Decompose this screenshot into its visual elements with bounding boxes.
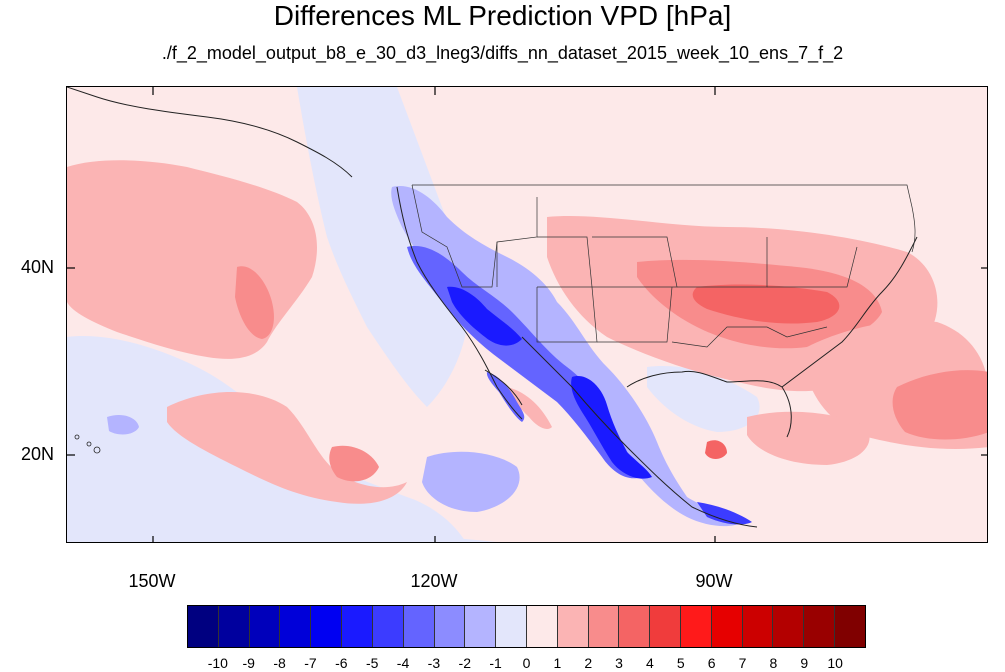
pink-region-caribbean — [747, 411, 870, 465]
blue-region-central-america — [697, 502, 752, 525]
lon-label-150w: 150W — [128, 571, 176, 591]
colorbar-swatch — [650, 606, 681, 647]
hawaii-islands — [74, 434, 101, 454]
colorbar-tick-label: -7 — [304, 655, 317, 671]
colorbar-tick-label: -9 — [242, 655, 255, 671]
colorbar-swatch — [742, 606, 774, 647]
colorbar-swatch — [249, 606, 281, 647]
blue-region-core-mexico — [571, 376, 652, 479]
colorbar-tick-label: 3 — [615, 655, 623, 671]
colorbar-swatch — [681, 606, 712, 647]
lat-label-40n: 40N — [20, 257, 54, 277]
red-spot-yucatan — [705, 440, 727, 459]
colorbar-swatch — [588, 606, 620, 647]
colorbar-tick-label: -8 — [273, 655, 286, 671]
colorbar-swatch — [403, 606, 435, 647]
colorbar-swatch — [557, 606, 589, 647]
light-blue-region-gulf — [647, 366, 760, 432]
colorbar-swatch — [711, 606, 743, 647]
colorbar-swatch — [218, 606, 250, 647]
lat-label-20n: 20N — [20, 444, 54, 464]
colorbar-tick-label: 8 — [769, 655, 778, 671]
colorbar-tick-label: -5 — [365, 655, 379, 671]
light-blue-region-nw — [297, 87, 467, 407]
map-subtitle: ./f_2_model_output_b8_e_30_d3_lneg3/diff… — [161, 43, 844, 63]
colorbar-tick-label: 4 — [646, 655, 654, 671]
colorbar-tick-label: 2 — [584, 655, 593, 671]
pink-region-subtropical — [167, 392, 407, 504]
blue-region-ocean-south — [422, 451, 520, 512]
colorbar-tick-label: -1 — [489, 655, 502, 671]
map-title: Differences ML Prediction VPD [hPa] — [273, 0, 732, 31]
lon-label-90w: 90W — [695, 571, 733, 591]
lon-label-120w: 120W — [410, 571, 458, 591]
pink-region-baja-coast — [507, 387, 552, 429]
colorbar-swatch — [311, 606, 343, 647]
frame-ticks — [67, 87, 987, 542]
colorbar-swatch — [188, 606, 219, 647]
colorbar-swatch — [496, 606, 527, 647]
colorbar-swatch — [465, 606, 497, 647]
red-region-subtropical — [329, 445, 379, 482]
blue-region-ocean-west — [107, 415, 139, 435]
colorbar-swatch — [835, 606, 865, 647]
light-blue-region-south — [67, 507, 497, 542]
colorbar-swatch — [342, 606, 373, 647]
colorbar-tick-label: 9 — [800, 655, 809, 671]
colorbar-swatch — [619, 606, 651, 647]
colorbar-swatch — [280, 606, 312, 647]
colorbar-tick-label: 10 — [827, 655, 843, 671]
red-core-eastern-us — [692, 284, 840, 324]
colorbar-tick-label: -3 — [427, 655, 441, 671]
colorbar-tick-label: -2 — [458, 655, 471, 671]
colorbar — [187, 605, 866, 648]
colorbar-tick-label: 6 — [707, 655, 716, 671]
political-boundaries — [411, 184, 916, 348]
blue-region-western-us-light — [391, 186, 742, 527]
red-region-atlantic — [892, 370, 987, 440]
colorbar-swatch — [434, 606, 466, 647]
colorbar-tick-label: -10 — [207, 655, 228, 671]
colorbar-swatch — [773, 606, 805, 647]
colorbar-tick-label: 0 — [522, 655, 531, 671]
map-plot-area — [66, 86, 988, 543]
colorbar-swatch — [526, 606, 558, 647]
colorbar-tick-label: 7 — [738, 655, 747, 671]
red-region-pacific-band — [235, 266, 274, 339]
colorbar-tick-label: 5 — [676, 655, 685, 671]
colorbar-swatch — [804, 606, 836, 647]
coastlines — [67, 87, 918, 528]
colorbar-swatch — [372, 606, 404, 647]
colorbar-tick-label: -6 — [335, 655, 348, 671]
map-field-svg — [67, 87, 987, 542]
colorbar-tick-label: -4 — [396, 655, 410, 671]
blue-region-core-california — [447, 286, 522, 346]
colorbar-tick-label: 1 — [553, 655, 562, 671]
